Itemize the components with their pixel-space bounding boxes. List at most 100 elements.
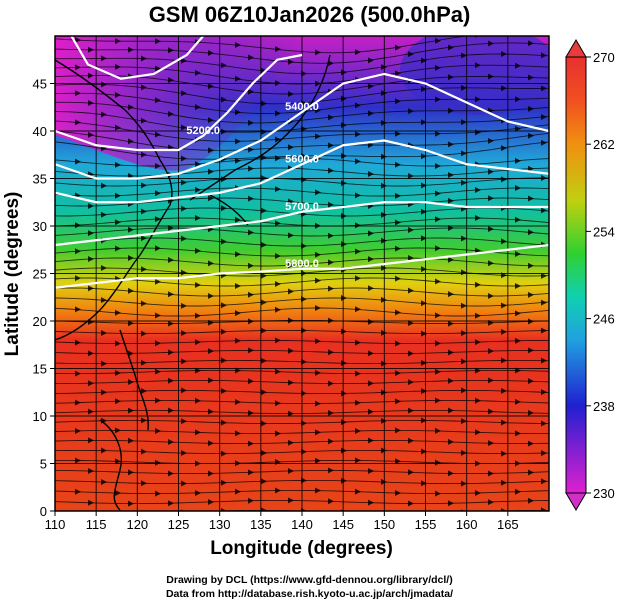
wind-arrowhead [528,195,534,202]
wind-arrowhead [235,488,241,495]
wind-arrowhead [261,450,267,457]
wind-arrowhead [141,417,147,424]
x-axis: 110 115 120 125 130 135 140 145 150 155 160 165 [45,511,519,532]
wind-arrowhead [155,97,161,104]
wind-arrowhead [408,287,414,294]
wind-arrowhead [181,155,187,162]
wind-arrowhead [195,397,201,404]
wind-arrowhead [221,328,227,335]
wind-arrowhead [221,450,227,457]
wind-arrowhead [355,158,361,165]
streamline [55,187,549,197]
wind-arrowhead [368,57,374,64]
wind-arrowhead [88,230,94,237]
wind-arrowhead [248,54,254,61]
wind-arrowhead [368,437,374,444]
wind-arrowhead [315,429,321,436]
wind-arrowhead [221,507,227,511]
wind-arrowhead [408,407,414,414]
wind-arrowhead [368,380,374,387]
wind-arrowhead [141,359,147,366]
wind-arrowhead [368,318,374,325]
wind-arrowhead [541,207,547,214]
wind-arrowhead [501,145,507,152]
wind-arrowhead [395,489,401,496]
wind-arrowhead [355,248,361,255]
wind-arrowhead [488,73,494,80]
contour-line [55,139,549,204]
wind-arrowhead [195,429,201,436]
wind-arrowhead [541,299,547,306]
wind-arrowhead [328,259,334,266]
wind-arrowhead [541,389,547,396]
wind-arrowhead [261,299,267,306]
wind-arrowhead [528,74,534,81]
wind-arrowhead [115,309,121,316]
y-axis: 0 5 10 15 20 25 30 35 40 45 [33,77,55,519]
wind-arrowhead [395,44,401,51]
wind-arrowhead [488,292,494,299]
wind-arrowhead [408,437,414,444]
wind-arrowhead [235,337,241,344]
x-axis-label: Longitude (degrees) [210,538,393,559]
wind-arrowhead [195,161,201,168]
wind-arrowhead [408,320,414,327]
wind-arrowhead [515,282,521,289]
contour-line [55,53,303,152]
wind-arrowhead [488,260,494,267]
wind-arrowhead [528,469,534,476]
wind-arrowhead [448,256,454,263]
wind-arrowhead [275,110,281,117]
x-tick-label: 130 [209,517,231,532]
wind-arrowhead [288,317,294,324]
wind-arrowhead [275,400,281,407]
wind-arrowhead [75,37,81,44]
wind-arrowhead [101,329,107,336]
wind-arrowhead [141,480,147,487]
wind-arrowhead [328,285,334,292]
wind-arrowhead [275,46,281,53]
x-tick-label: 135 [250,517,272,532]
wind-arrowhead [221,387,227,394]
wind-arrowhead [355,49,361,56]
credit-data: Data from http://database.rish.kyoto-u.a… [165,588,454,600]
wind-arrowhead [448,407,454,414]
wind-arrowhead [235,138,241,145]
wind-arrowhead [541,272,547,279]
wind-arrowhead [421,266,427,273]
wind-arrowhead [275,487,281,494]
wind-arrowhead [475,96,481,103]
wind-arrowhead [515,488,521,495]
wind-arrowhead [181,124,187,131]
wind-arrowhead [115,91,121,98]
wind-arrowhead [128,379,134,386]
wind-arrowhead [541,357,547,364]
colorbar-tick-label: 238 [593,399,615,414]
wind-arrowhead [328,142,334,149]
colorbar-body [565,56,587,494]
wind-arrowhead [448,500,454,507]
streamline [55,217,549,227]
wind-arrowhead [235,282,241,289]
wind-arrowhead [275,186,281,193]
wind-arrowhead [448,74,454,81]
wind-arrowhead [341,360,347,367]
wind-arrowhead [435,312,441,319]
wind-arrowhead [208,168,214,175]
wind-arrowhead [155,428,161,435]
wind-arrowhead [168,77,174,84]
wind-arrowhead [235,75,241,82]
wind-arrowhead [248,497,254,504]
wind-arrowhead [355,192,361,199]
wind-arrowhead [355,339,361,346]
wind-arrowhead [101,389,107,396]
wind-arrowhead [501,387,507,394]
wind-arrowhead [448,320,454,327]
wind-arrowhead [155,459,161,466]
wind-arrowhead [488,226,494,233]
wind-arrowhead [155,340,161,347]
wind-arrowhead [181,90,187,97]
wind-arrowhead [435,459,441,466]
wind-arrowhead [235,367,241,374]
wind-arrowhead [448,141,454,148]
